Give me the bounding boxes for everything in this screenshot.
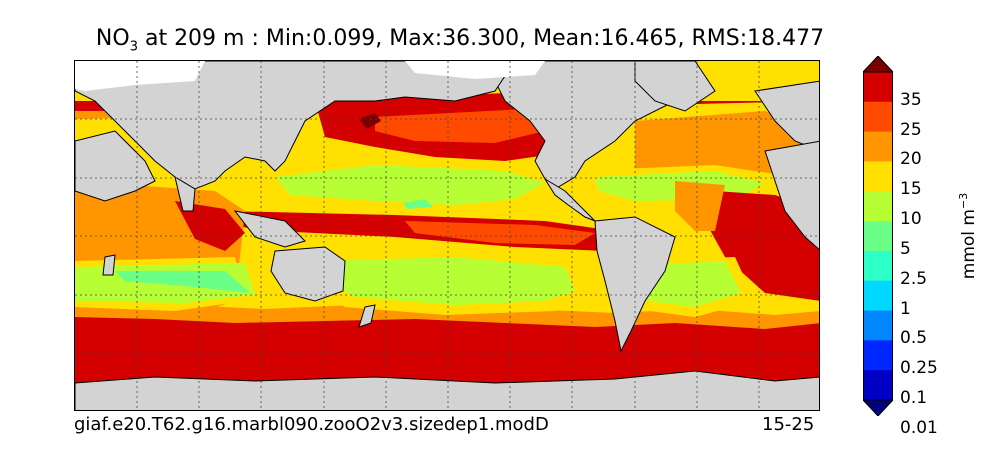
colorbar-bin <box>863 340 893 371</box>
colorbar-bin <box>863 221 893 252</box>
colorbar-bin <box>863 250 893 282</box>
arctic-missing <box>75 61 205 91</box>
new-zealand-land <box>358 304 376 328</box>
colorbar-tick-label: 20 <box>900 149 922 170</box>
arctic-missing-2 <box>405 61 545 79</box>
unit-exponent: −3 <box>957 192 971 209</box>
colorbar-tick-label: 0.5 <box>900 328 928 349</box>
colorbar-frame <box>863 71 893 401</box>
colorbar-tick-label: 10 <box>900 209 922 230</box>
map-title: NO3 at 209 m : Min:0.099, Max:36.300, Me… <box>0 26 920 54</box>
colorbar-tick-label: 35 <box>900 89 922 110</box>
s-atlantic-gyre <box>645 261 741 307</box>
colorbar-bin <box>863 161 893 192</box>
indian-gyre-2.5 <box>115 271 250 293</box>
africa-land <box>75 130 156 202</box>
n-pacific-gyre-5 <box>275 165 545 205</box>
colorbar-tick-label: 1 <box>900 298 911 319</box>
colorbar-extend-max <box>863 56 893 73</box>
madagascar-land <box>102 254 116 276</box>
colorbar-unit: mmol m−3 <box>957 186 979 286</box>
colorbar-tick-label: 2.5 <box>900 268 928 289</box>
colorbar-tick-label: 15 <box>900 179 922 200</box>
n-pacific-gyre-2.5 <box>403 199 433 209</box>
colorbar-bin <box>863 370 893 401</box>
case-name: giaf.e20.T62.g16.marbl090.zooO2v3.sizede… <box>74 414 549 435</box>
colorbar-bin <box>863 72 893 103</box>
land <box>75 61 819 410</box>
unit-base: mmol m <box>958 209 979 280</box>
map-canvas <box>75 61 819 410</box>
colorbar-bin <box>863 101 893 133</box>
graticule <box>75 61 819 410</box>
s-pacific-gyre-5 <box>325 257 575 305</box>
ocean-no3-map <box>74 60 820 411</box>
south-america-land <box>594 216 676 353</box>
eurasia-land <box>75 61 516 190</box>
india-land <box>174 175 196 212</box>
australia-land <box>270 246 346 302</box>
year-range: 15-25 <box>762 414 815 435</box>
colorbar-tick-label: 0.25 <box>900 358 938 379</box>
equatorial-orange <box>405 221 595 245</box>
colorbar-bin <box>863 280 893 312</box>
title-variable: NO <box>95 26 130 51</box>
colorbar-tick-label: 0.01 <box>900 417 938 438</box>
colorbar-extend-min <box>863 399 893 416</box>
colorbar-tick-label: 5 <box>900 238 911 259</box>
antarctica-land <box>75 370 819 410</box>
title-variable-subscript: 3 <box>129 39 138 55</box>
indian-red-n <box>175 201 245 251</box>
colorbar-bin <box>863 310 893 341</box>
colorbar-tick-label: 25 <box>900 119 922 140</box>
atlantic-east-orange <box>675 181 725 231</box>
n-pacific-orange-ring <box>375 109 545 143</box>
colorbar <box>863 56 893 416</box>
africa-east-land <box>764 140 819 250</box>
title-stats: at 209 m : Min:0.099, Max:36.300, Mean:1… <box>137 26 825 51</box>
n-pacific-max <box>359 113 381 129</box>
colorbar-bin <box>863 131 893 162</box>
indonesia-land <box>233 210 306 248</box>
colorbar-bin <box>863 191 893 222</box>
colorbar-tick-label: 0.1 <box>900 388 928 408</box>
